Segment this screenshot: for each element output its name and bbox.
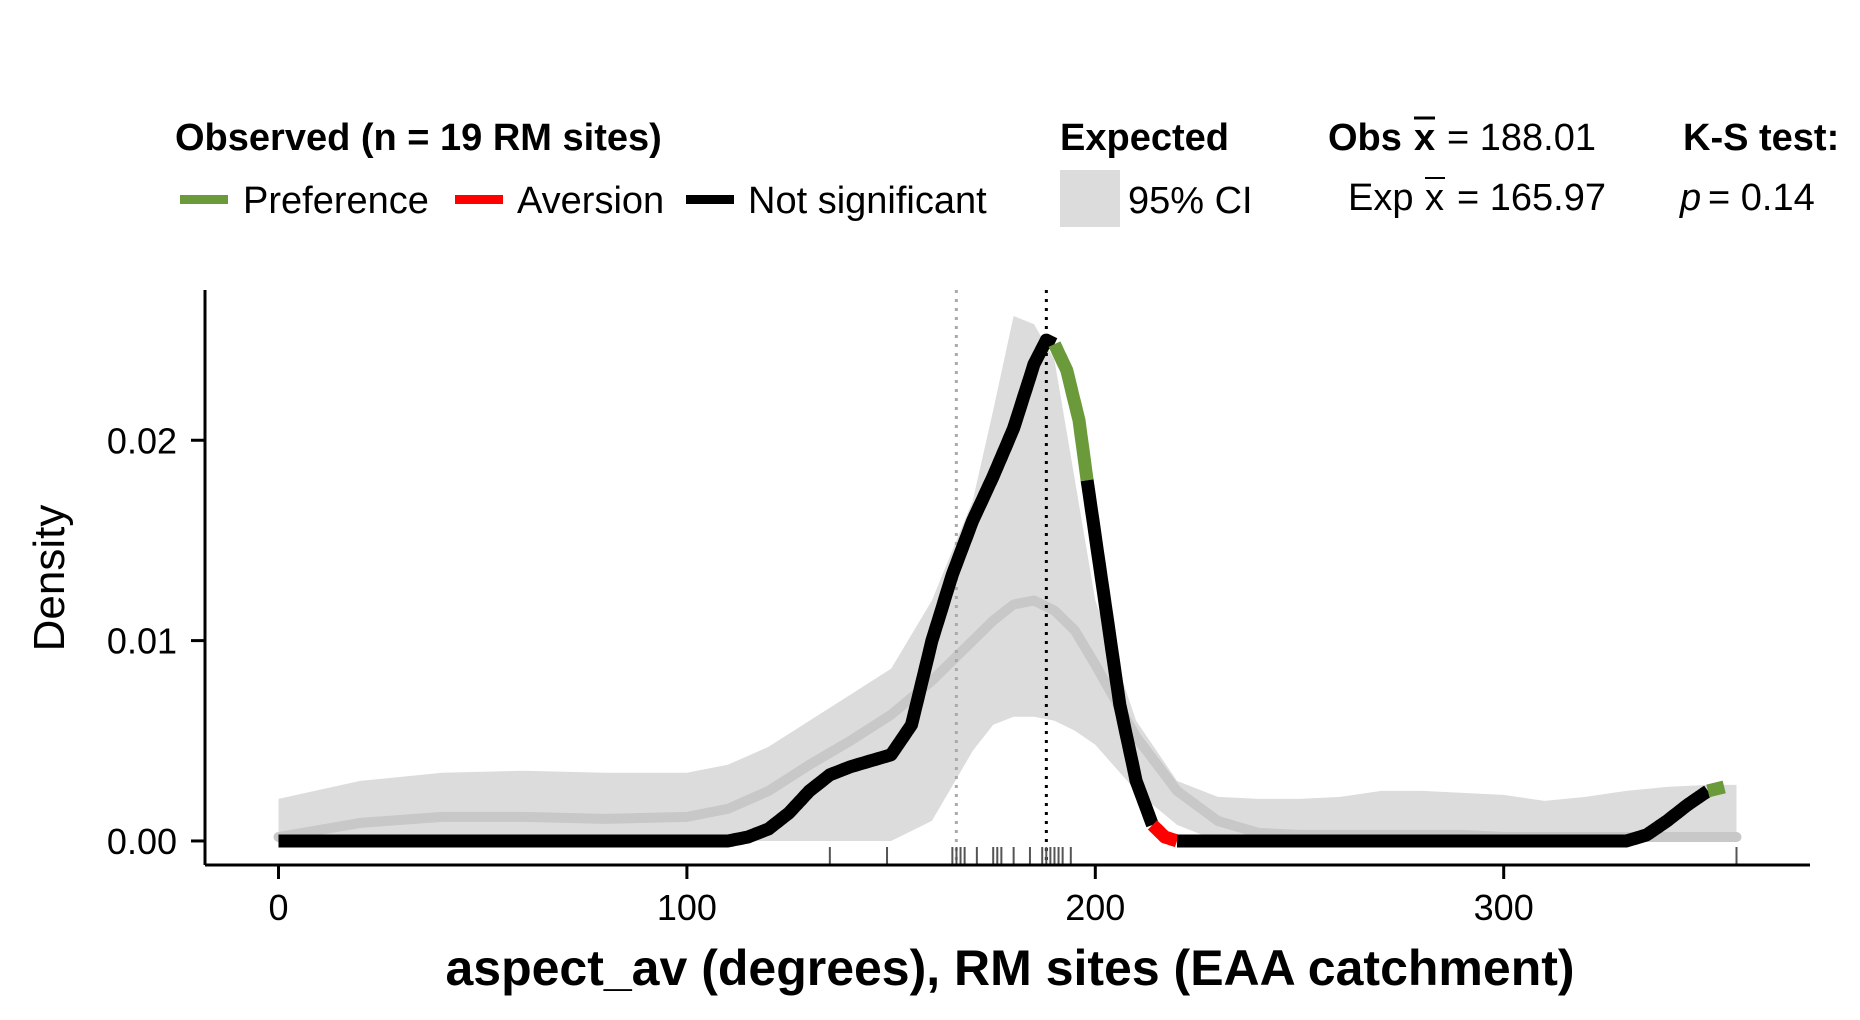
legend-key-aversion [455, 195, 503, 204]
exp-xbar-symbol: x [1425, 177, 1444, 219]
observed-segment-preference [1048, 341, 1094, 482]
legend-expected-title: Expected [1060, 117, 1229, 159]
observed-segment-not-significant [274, 333, 1059, 848]
legend-key-not-significant [686, 195, 734, 204]
obs-mean-label: Obs [1328, 117, 1402, 159]
y-tick-label: 0.00 [107, 821, 177, 862]
axes-layer: 0 100 200 300 0.00 0.01 0.02 [107, 290, 1810, 928]
x-tick-label: 300 [1474, 887, 1534, 928]
x-tick-label: 0 [268, 887, 288, 928]
stats-block: Obs x = 188.01 Exp x = 165.97 K-S test: … [1328, 116, 1839, 219]
expected-ci-ribbon [278, 316, 1737, 841]
legend-label-ci: 95% CI [1128, 180, 1253, 222]
x-tick-label: 100 [657, 887, 717, 928]
observed-segment-aversion [1147, 820, 1182, 848]
y-tick-label: 0.02 [107, 420, 177, 461]
observed-density-layer [274, 333, 1729, 848]
expected-ci-layer [278, 316, 1737, 841]
legend-key-ci [1060, 170, 1120, 227]
x-tick-label: 200 [1065, 887, 1125, 928]
exp-mean-value: = 165.97 [1457, 177, 1606, 219]
legend-label-preference: Preference [243, 180, 429, 222]
rug-layer [828, 847, 1738, 865]
legend-key-preference [180, 195, 228, 204]
ks-p-label: p [1679, 177, 1701, 219]
exp-mean-label: Exp [1348, 177, 1413, 219]
ks-p-value: = 0.14 [1708, 177, 1815, 219]
observed-segment-preference [1703, 780, 1729, 798]
mean-lines-layer [954, 290, 1048, 865]
y-tick-label: 0.01 [107, 621, 177, 662]
y-axis-label: Density [25, 505, 74, 652]
legend-observed-title: Observed (n = 19 RM sites) [175, 117, 662, 159]
ks-test-title: K-S test: [1683, 117, 1839, 159]
obs-xbar-symbol: x [1414, 117, 1435, 159]
legend-label-not-significant: Not significant [748, 180, 987, 222]
legend: Observed (n = 19 RM sites) Preference Av… [175, 117, 1253, 227]
x-axis-label: aspect_av (degrees), RM sites (EAA catch… [445, 940, 1574, 996]
obs-mean-value: = 188.01 [1447, 117, 1596, 159]
observed-segment-not-significant [1172, 785, 1713, 848]
observed-segment-not-significant [1080, 479, 1159, 828]
legend-label-aversion: Aversion [517, 180, 664, 222]
